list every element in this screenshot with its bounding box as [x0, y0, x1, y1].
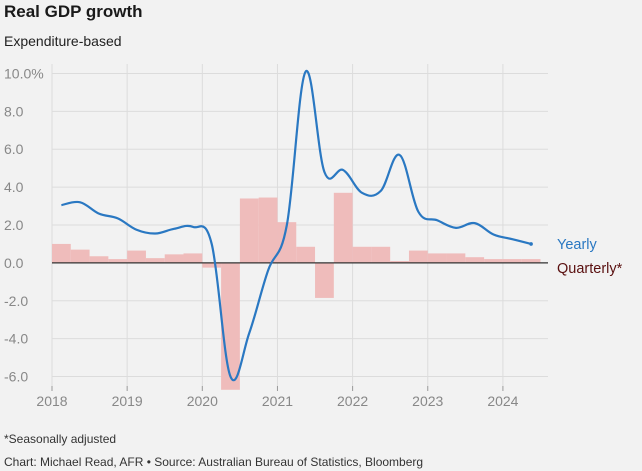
quarterly-bar: [371, 246, 391, 263]
chart-subtitle: Expenditure-based: [4, 33, 122, 49]
y-tick-label: 8.0: [4, 103, 24, 119]
quarterly-bar: [390, 260, 409, 263]
quarterly-bar: [164, 254, 184, 263]
quarterly-bars: [52, 192, 541, 390]
quarterly-bar: [521, 259, 541, 263]
quarterly-bar: [352, 246, 372, 263]
quarterly-bar: [145, 258, 165, 263]
quarterly-bar: [502, 259, 522, 263]
yearly-series-label: Yearly: [557, 237, 598, 253]
gdp-growth-chart: -6.0-4.0-2.00.02.04.06.08.010.0% 2018 201…: [4, 64, 623, 409]
quarterly-bar: [484, 259, 503, 263]
quarterly-bar: [108, 259, 128, 263]
y-tick-label: 10.0%: [4, 65, 44, 81]
x-tick-label: 2019: [112, 393, 143, 409]
quarterly-bar: [202, 262, 222, 268]
y-tick-label: -2.0: [4, 293, 28, 309]
y-tick-label: 2.0: [4, 217, 24, 233]
quarterly-bar: [277, 222, 297, 263]
y-tick-label: 0.0: [4, 255, 24, 271]
quarterly-bar: [89, 256, 109, 263]
y-axis-ticks: -6.0 -4.0 -2.0 0.0 2.0 4.0 6.0 8.0 10.0%: [4, 65, 44, 384]
y-tick-label: -4.0: [4, 331, 28, 347]
x-tick-label: 2021: [262, 393, 293, 409]
x-tick-label: 2024: [487, 393, 518, 409]
chart-title: Real GDP growth: [4, 2, 143, 21]
source-credit: Chart: Michael Read, AFR • Source: Austr…: [4, 455, 424, 469]
quarterly-bar: [127, 250, 146, 263]
quarterly-bar: [183, 253, 203, 263]
quarterly-bar: [465, 257, 485, 263]
quarterly-bar: [427, 253, 447, 263]
quarterly-bar: [221, 262, 240, 390]
yearly-end-marker: [529, 242, 533, 246]
y-tick-label: -6.0: [4, 369, 28, 385]
x-tick-label: 2023: [412, 393, 443, 409]
footnote: *Seasonally adjusted: [4, 432, 117, 446]
quarterly-bar: [296, 246, 316, 263]
quarterly-bar: [239, 198, 259, 263]
quarterly-series-label: Quarterly*: [557, 261, 623, 277]
quarterly-bar: [333, 192, 353, 263]
yearly-line: [61, 70, 532, 381]
quarterly-bar: [52, 243, 71, 263]
x-axis-ticks: 2018 2019 2020 2021 2022 2023 2024: [36, 386, 519, 409]
x-tick-label: 2022: [337, 393, 368, 409]
quarterly-bar: [315, 262, 334, 298]
quarterly-bar: [408, 250, 428, 263]
quarterly-bar: [70, 249, 90, 263]
y-tick-label: 6.0: [4, 141, 24, 157]
grid-lines: [51, 64, 548, 386]
x-tick-label: 2020: [187, 393, 218, 409]
x-tick-label: 2018: [36, 393, 67, 409]
quarterly-bar: [446, 253, 466, 263]
y-tick-label: 4.0: [4, 179, 24, 195]
quarterly-bar: [258, 197, 278, 263]
